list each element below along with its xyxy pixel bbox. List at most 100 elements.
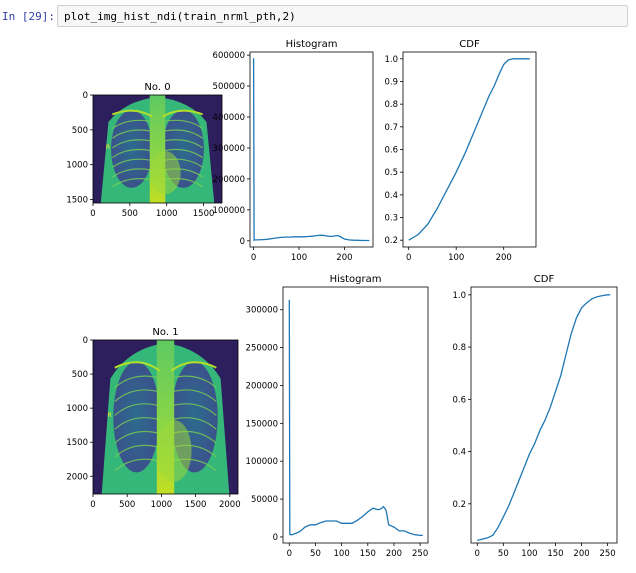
clavicle bbox=[114, 361, 161, 372]
rib bbox=[161, 148, 203, 159]
y-tick-label: 0.3 bbox=[384, 214, 398, 224]
y-tick-label: 150000 bbox=[246, 419, 278, 429]
y-tick-label: 400000 bbox=[213, 113, 245, 123]
left-lung bbox=[111, 110, 153, 188]
x-tick-label: 200 bbox=[573, 549, 589, 559]
plot-area bbox=[470, 286, 618, 544]
y-tick-label: 0.6 bbox=[384, 146, 398, 156]
series-line bbox=[252, 58, 370, 242]
chart-panel-5: CDF 0 50 100 150 200 250 0.2 0.4 0.6 0.8 1.0 bbox=[452, 274, 618, 559]
chart-title: No. 0 bbox=[144, 82, 170, 93]
heart-shadow bbox=[156, 420, 192, 482]
y-tick-label: 600000 bbox=[213, 51, 245, 61]
x-tick-label: 1500 bbox=[185, 500, 207, 510]
series-line bbox=[477, 294, 611, 542]
code-text: plot_img_hist_ndi(train_nrml_pth,2) bbox=[64, 10, 296, 23]
y-tick-label: 0.2 bbox=[384, 236, 398, 246]
plot-area bbox=[402, 51, 537, 248]
x-tick-label: 250 bbox=[599, 549, 615, 559]
chart-title: Histogram bbox=[330, 274, 382, 285]
x-tick-label: 150 bbox=[547, 549, 563, 559]
plot-area bbox=[249, 51, 374, 248]
y-tick-label: 0 bbox=[273, 533, 278, 543]
x-tick-label: 0 bbox=[475, 549, 480, 559]
rib bbox=[169, 417, 217, 430]
y-tick-label: 0.4 bbox=[384, 191, 398, 201]
x-tick-label: 1500 bbox=[193, 209, 215, 219]
y-tick-label: 200000 bbox=[246, 381, 278, 391]
y-tick-label: 1500 bbox=[66, 196, 88, 206]
y-tick-label: 100000 bbox=[213, 206, 245, 216]
y-tick-label: 50000 bbox=[251, 495, 278, 505]
rib bbox=[112, 129, 154, 139]
y-tick-label: 0 bbox=[83, 91, 88, 101]
x-tick-label: 0 bbox=[406, 253, 411, 263]
y-tick-label: 1000 bbox=[66, 161, 88, 171]
y-tick-label: 300000 bbox=[246, 306, 278, 316]
rib bbox=[169, 403, 217, 416]
x-tick-label: 200 bbox=[386, 549, 402, 559]
chart-title: Histogram bbox=[286, 39, 338, 50]
rib bbox=[114, 389, 162, 403]
y-tick-label: 100000 bbox=[246, 457, 278, 467]
y-tick-label: 500 bbox=[72, 126, 88, 136]
y-tick-label: 1.0 bbox=[452, 291, 466, 301]
rib bbox=[169, 389, 217, 403]
y-tick-label: 0.5 bbox=[384, 168, 398, 178]
x-tick-label: 100 bbox=[291, 253, 307, 263]
y-tick-label: 300000 bbox=[213, 144, 245, 154]
y-tick-label: 1.0 bbox=[384, 55, 398, 65]
x-tick-label: 1000 bbox=[151, 500, 173, 510]
y-tick-label: 0.8 bbox=[384, 100, 398, 110]
image-frame bbox=[92, 94, 223, 204]
x-tick-label: 500 bbox=[119, 500, 135, 510]
rib bbox=[112, 148, 154, 159]
x-tick-label: 1000 bbox=[156, 209, 178, 219]
x-tick-label: 200 bbox=[496, 253, 512, 263]
clavicle bbox=[170, 361, 217, 372]
rib bbox=[114, 431, 162, 444]
chart-title: No. 1 bbox=[152, 327, 178, 338]
rib bbox=[114, 444, 162, 458]
y-tick-label: 2000 bbox=[66, 472, 88, 482]
rib bbox=[114, 403, 162, 416]
series-line bbox=[288, 299, 423, 537]
xray-image: R bbox=[93, 95, 222, 203]
y-tick-label: 500000 bbox=[213, 82, 245, 92]
rib bbox=[169, 375, 217, 389]
rib bbox=[161, 129, 203, 139]
chart-panel-1: Histogram 0 100 200 0 100000 200000 300000 40000… bbox=[213, 39, 374, 263]
y-tick-label: 0.8 bbox=[452, 343, 466, 353]
rib bbox=[114, 417, 162, 430]
y-tick-label: 1500 bbox=[66, 438, 88, 448]
cell-prompt: In [29]: bbox=[2, 10, 55, 23]
rib bbox=[112, 158, 154, 168]
x-tick-label: 500 bbox=[122, 209, 138, 219]
chart-title: CDF bbox=[534, 274, 555, 285]
chart-panel-4: Histogram 0 50 100 150 200 250 0 50000 100000 1500… bbox=[246, 274, 429, 559]
x-tick-label: 100 bbox=[521, 549, 537, 559]
x-tick-label: 0 bbox=[90, 500, 95, 510]
rib bbox=[112, 119, 154, 129]
x-tick-label: 200 bbox=[336, 253, 352, 263]
x-tick-label: 0 bbox=[251, 253, 256, 263]
x-tick-label: 50 bbox=[310, 549, 321, 559]
rib bbox=[114, 458, 162, 472]
y-tick-label: 0.6 bbox=[452, 395, 466, 405]
rib bbox=[161, 119, 203, 129]
heart-shadow bbox=[149, 151, 181, 195]
x-tick-label: 2000 bbox=[219, 500, 241, 510]
plot-area bbox=[282, 286, 429, 544]
rib bbox=[112, 139, 154, 149]
x-tick-label: 250 bbox=[412, 549, 428, 559]
x-tick-label: 100 bbox=[448, 253, 464, 263]
rib bbox=[114, 375, 162, 389]
series-line bbox=[408, 58, 530, 241]
y-tick-label: 200000 bbox=[213, 175, 245, 185]
code-cell-input[interactable]: plot_img_hist_ndi(train_nrml_pth,2) bbox=[57, 5, 628, 27]
xray-image: R bbox=[93, 340, 238, 494]
rib bbox=[112, 168, 154, 178]
x-tick-label: 150 bbox=[360, 549, 376, 559]
